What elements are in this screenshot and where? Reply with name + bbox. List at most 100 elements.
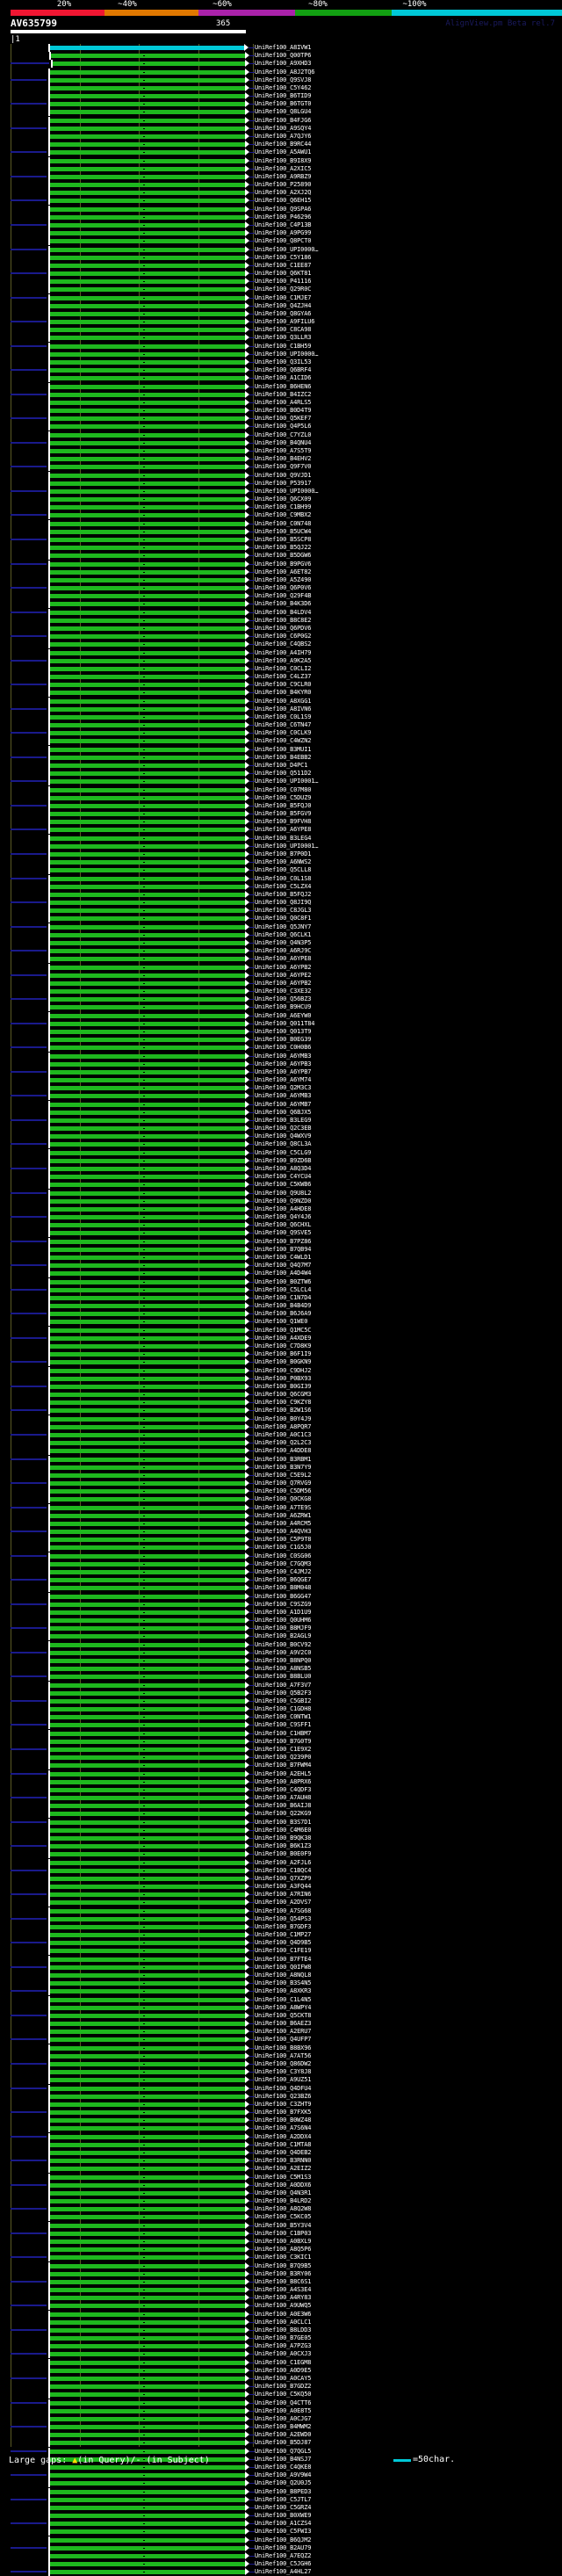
alignment-row[interactable]: UniRef100_A6EYW0 <box>0 1012 562 1020</box>
alignment-row[interactable]: UniRef100_A4RY83 <box>0 2294 562 2302</box>
alignment-row[interactable]: UniRef100_A4RLS5 <box>0 399 562 407</box>
hsp-bar[interactable] <box>50 2522 245 2526</box>
alignment-row[interactable]: UniRef100_B8BX96 <box>0 2044 562 2052</box>
hsp-bar[interactable] <box>50 966 245 970</box>
alignment-row[interactable]: UniRef100_A6ZRW1 <box>0 1512 562 1520</box>
hsp-bar[interactable] <box>50 683 245 687</box>
hsp-bar[interactable] <box>50 513 245 517</box>
hsp-bar[interactable] <box>50 352 245 357</box>
hsp-bar[interactable] <box>50 2457 245 2462</box>
alignment-row[interactable]: UniRef100_A8NQL8 <box>0 1972 562 1979</box>
hsp-bar[interactable] <box>50 312 245 316</box>
alignment-row[interactable]: UniRef100_C9DHJ2 <box>0 1367 562 1375</box>
alignment-row[interactable]: UniRef100_A2DVS7 <box>0 1899 562 1907</box>
subject-label[interactable]: UniRef100_C3XE32 <box>255 988 312 995</box>
subject-label[interactable]: UniRef100_Q6BRF4 <box>255 366 312 373</box>
alignment-row[interactable]: UniRef100_A6YMB3 <box>0 1092 562 1100</box>
subject-label[interactable]: UniRef100_B5QJ22 <box>255 544 312 551</box>
subject-label[interactable]: UniRef100_Q4D9B5 <box>255 1939 312 1946</box>
alignment-row[interactable]: UniRef100_B7Q9B5 <box>0 2262 562 2270</box>
hsp-bar[interactable] <box>50 1054 245 1059</box>
subject-label[interactable]: UniRef100_C9CLR0 <box>255 681 312 688</box>
alignment-row[interactable]: UniRef100_B4K3D6 <box>0 600 562 608</box>
hsp-bar[interactable] <box>50 1014 245 1018</box>
alignment-row[interactable]: UniRef100_A6YM74 <box>0 1076 562 1084</box>
hsp-bar[interactable] <box>50 183 245 187</box>
subject-label[interactable]: UniRef100_A2DDX4 <box>255 2133 312 2140</box>
alignment-row[interactable]: UniRef100_C5CLG9 <box>0 1149 562 1157</box>
subject-label[interactable]: UniRef100_A6YPB2 <box>255 980 312 987</box>
alignment-row[interactable]: UniRef100_Q4Y4J6 <box>0 1213 562 1221</box>
subject-label[interactable]: UniRef100_A6YMB3 <box>255 1053 312 1060</box>
alignment-row[interactable]: UniRef100_Q8GYA6 <box>0 310 562 318</box>
alignment-row[interactable]: UniRef100_C1BQC4 <box>0 1867 562 1875</box>
hsp-bar[interactable] <box>50 1263 245 1268</box>
hsp-bar[interactable] <box>50 2022 245 2026</box>
subject-label[interactable]: UniRef100_C0H0B6 <box>255 1044 312 1051</box>
subject-label[interactable]: UniRef100_A9V9W4 <box>255 2471 312 2478</box>
subject-label[interactable]: UniRef100_A4XDE9 <box>255 1335 312 1342</box>
alignment-row[interactable]: UniRef100_Q6PDV6 <box>0 625 562 633</box>
hsp-bar[interactable] <box>50 2401 245 2406</box>
hsp-bar[interactable] <box>50 1497 245 1501</box>
alignment-row[interactable]: UniRef100_B6TID9 <box>0 92 562 100</box>
subject-label[interactable]: UniRef100_C1E9X2 <box>255 1746 312 1753</box>
hsp-bar[interactable] <box>50 522 245 526</box>
alignment-row[interactable]: UniRef100_C1EE87 <box>0 262 562 270</box>
subject-label[interactable]: UniRef100_C4WLD1 <box>255 1254 312 1261</box>
hsp-bar[interactable] <box>50 424 245 429</box>
hsp-bar[interactable] <box>53 62 245 66</box>
hsp-bar[interactable] <box>50 1103 245 1107</box>
alignment-row[interactable]: UniRef100_B6K1Z3 <box>0 1842 562 1850</box>
subject-label[interactable]: UniRef100_Q29F4B <box>255 592 312 599</box>
subject-label[interactable]: UniRef100_B5Y3V4 <box>255 2222 312 2229</box>
hsp-bar[interactable] <box>50 723 245 727</box>
hsp-bar[interactable] <box>50 2344 245 2348</box>
hsp-bar[interactable] <box>50 1304 245 1308</box>
alignment-row[interactable]: UniRef100_C1FE19 <box>0 1947 562 1955</box>
alignment-row[interactable]: UniRef100_C9KZY8 <box>0 1399 562 1407</box>
subject-label[interactable]: UniRef100_Q4N3R1 <box>255 2189 312 2196</box>
alignment-row[interactable]: UniRef100_B4MWM2 <box>0 2423 562 2431</box>
subject-label[interactable]: UniRef100_B7GDZ2 <box>255 2383 312 2390</box>
hsp-bar[interactable] <box>50 1207 245 1212</box>
alignment-row[interactable]: UniRef100_Q2M3C3 <box>0 1084 562 1092</box>
alignment-row[interactable]: UniRef100_Q3IL53 <box>0 358 562 366</box>
subject-label[interactable]: UniRef100_C3Y8J8 <box>255 2068 312 2075</box>
hsp-bar[interactable] <box>50 2465 245 2470</box>
subject-label[interactable]: UniRef100_B7FTE4 <box>255 1956 312 1963</box>
hsp-bar[interactable] <box>50 1151 245 1155</box>
hsp-bar[interactable] <box>50 1804 245 1808</box>
subject-label[interactable]: UniRef100_C5FWI3 <box>255 2528 312 2535</box>
subject-label[interactable]: UniRef100_B7P0D1 <box>255 850 312 857</box>
subject-label[interactable]: UniRef100_A6YMB7 <box>255 1101 312 1108</box>
alignment-row[interactable]: UniRef100_B7GDZ2 <box>0 2383 562 2391</box>
alignment-row[interactable]: UniRef100_C1MJE7 <box>0 294 562 302</box>
subject-label[interactable]: UniRef100_Q5KEF7 <box>255 415 312 422</box>
subject-label[interactable]: UniRef100_A0BXL9 <box>255 2238 312 2245</box>
alignment-row[interactable]: UniRef100_A3FQ44 <box>0 1883 562 1891</box>
subject-label[interactable]: UniRef100_C4P13B <box>255 221 312 228</box>
alignment-row[interactable]: UniRef100_A8Q5P6 <box>0 2246 562 2254</box>
subject-label[interactable]: UniRef100_C5Y186 <box>255 254 312 261</box>
alignment-row[interactable]: UniRef100_B8LDD3 <box>0 2326 562 2334</box>
hsp-bar[interactable] <box>50 1393 245 1397</box>
subject-label[interactable]: UniRef100_UPI0000… <box>255 488 319 495</box>
hsp-bar[interactable] <box>50 2384 245 2389</box>
subject-label[interactable]: UniRef100_A8PQR7 <box>255 1423 312 1430</box>
hsp-bar[interactable] <box>50 2255 245 2260</box>
hsp-bar[interactable] <box>50 2538 245 2543</box>
alignment-row[interactable]: UniRef100_C4WZN2 <box>0 737 562 745</box>
hsp-bar[interactable] <box>50 1981 245 1986</box>
alignment-row[interactable]: UniRef100_B0GI39 <box>0 1383 562 1391</box>
hsp-bar[interactable] <box>50 142 245 147</box>
hsp-bar[interactable] <box>50 2224 245 2228</box>
alignment-row[interactable]: UniRef100_B9ZD6B <box>0 1157 562 1165</box>
subject-label[interactable]: UniRef100_A7SG68 <box>255 1907 312 1914</box>
alignment-row[interactable]: UniRef100_Q4D9B5 <box>0 1939 562 1947</box>
alignment-row[interactable]: UniRef100_A6YMB3 <box>0 1053 562 1060</box>
hsp-bar[interactable] <box>50 401 245 405</box>
alignment-row[interactable]: UniRef100_A6YPE8 <box>0 826 562 834</box>
subject-label[interactable]: UniRef100_B9RC44 <box>255 141 312 148</box>
hsp-bar[interactable] <box>50 1408 245 1413</box>
